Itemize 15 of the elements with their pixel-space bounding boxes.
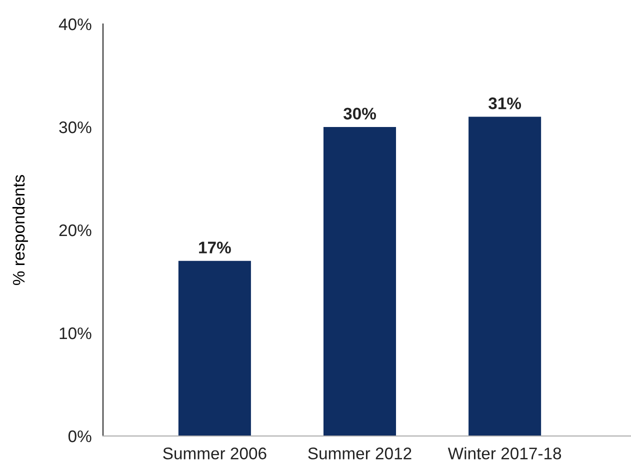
bar bbox=[178, 260, 251, 436]
y-tick-label: 0% bbox=[68, 430, 92, 442]
x-tick-label: Winter 2017-18 bbox=[448, 447, 562, 460]
y-tick-label: 40% bbox=[58, 18, 92, 30]
y-tick-label: 20% bbox=[59, 224, 92, 236]
bar bbox=[468, 116, 542, 436]
x-tick-label: Summer 2012 bbox=[308, 448, 412, 460]
data-label: 30% bbox=[343, 108, 376, 120]
x-tick-label: Summer 2006 bbox=[163, 448, 266, 460]
bar bbox=[323, 127, 396, 436]
data-label: 17% bbox=[199, 242, 231, 254]
data-label: 31% bbox=[488, 97, 522, 110]
y-tick-label: 30% bbox=[59, 121, 92, 134]
y-tick-label: 10% bbox=[60, 327, 92, 340]
y-axis-title: % respondents bbox=[12, 175, 28, 285]
